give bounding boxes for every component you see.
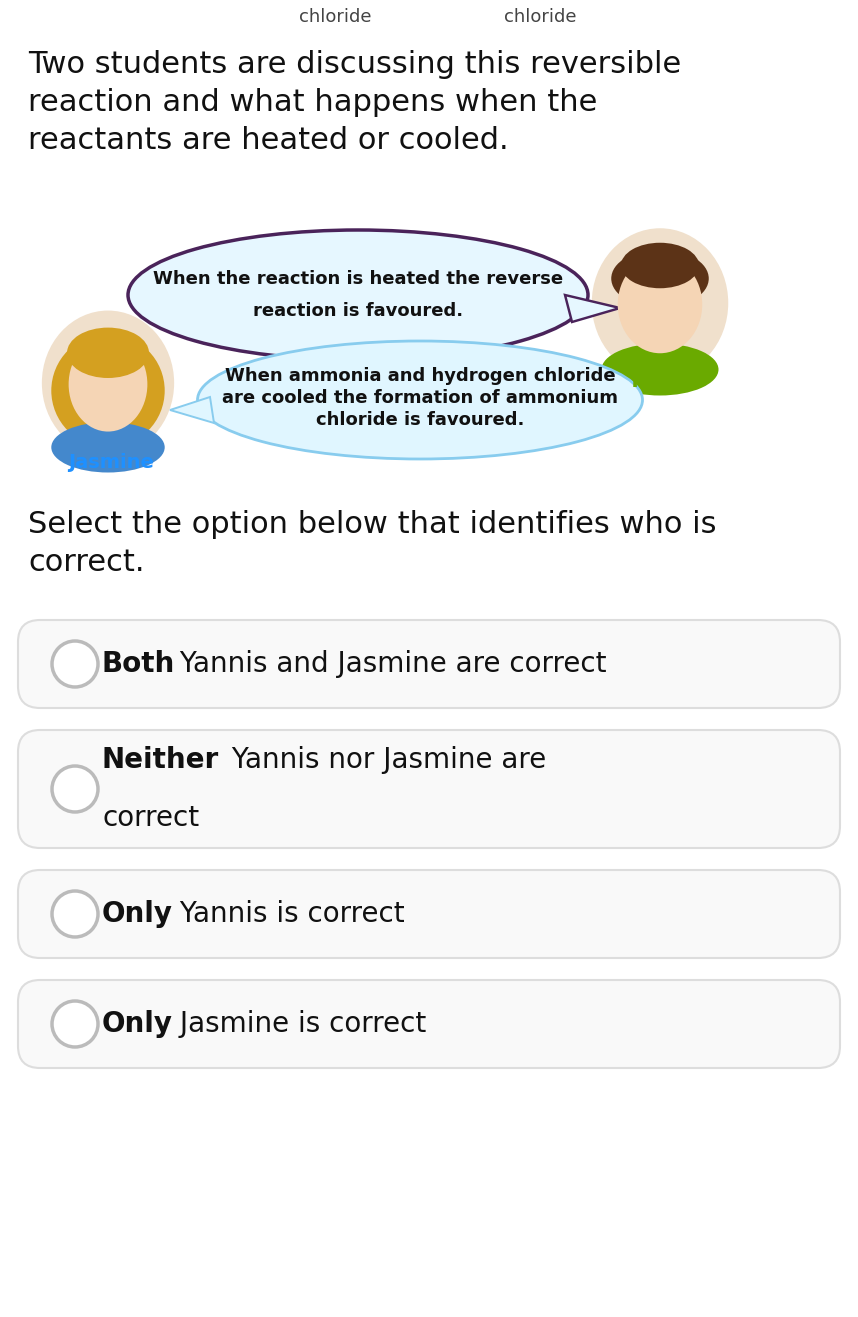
Circle shape [52, 641, 98, 687]
Ellipse shape [67, 328, 149, 378]
FancyBboxPatch shape [18, 980, 840, 1068]
Ellipse shape [42, 311, 174, 456]
Text: chloride: chloride [299, 8, 372, 26]
Text: reactants are heated or cooled.: reactants are heated or cooled. [28, 126, 509, 155]
Circle shape [52, 892, 98, 936]
Polygon shape [565, 295, 620, 321]
Circle shape [52, 766, 98, 813]
Circle shape [52, 1001, 98, 1047]
Ellipse shape [51, 423, 165, 473]
Text: Yannis is correct: Yannis is correct [171, 900, 404, 928]
Text: Yannis nor Jasmine are: Yannis nor Jasmine are [222, 747, 546, 774]
Ellipse shape [128, 230, 588, 360]
Ellipse shape [621, 242, 699, 288]
Text: Both: Both [102, 651, 175, 678]
FancyBboxPatch shape [18, 871, 840, 957]
Text: Neither: Neither [102, 747, 220, 774]
Text: chloride is favoured.: chloride is favoured. [316, 411, 524, 429]
Text: Two students are discussing this reversible: Two students are discussing this reversi… [28, 50, 681, 79]
Ellipse shape [618, 255, 702, 353]
Text: reaction is favoured.: reaction is favoured. [253, 302, 463, 320]
Ellipse shape [592, 228, 728, 378]
Text: Jasmine: Jasmine [68, 453, 154, 471]
Text: Jasmine is correct: Jasmine is correct [171, 1010, 426, 1038]
Text: chloride: chloride [504, 8, 577, 26]
Polygon shape [170, 396, 214, 423]
Ellipse shape [197, 341, 643, 460]
Text: Yannis: Yannis [627, 371, 698, 391]
Text: Select the option below that identifies who is: Select the option below that identifies … [28, 510, 716, 539]
Text: Only: Only [102, 900, 173, 928]
Text: correct.: correct. [28, 548, 144, 577]
Text: reaction and what happens when the: reaction and what happens when the [28, 88, 597, 117]
Ellipse shape [69, 337, 148, 432]
Text: When the reaction is heated the reverse: When the reaction is heated the reverse [153, 270, 563, 288]
Ellipse shape [611, 249, 709, 308]
Text: are cooled the formation of ammonium: are cooled the formation of ammonium [222, 389, 618, 407]
Text: Yannis and Jasmine are correct: Yannis and Jasmine are correct [171, 651, 607, 678]
Ellipse shape [51, 335, 165, 448]
FancyBboxPatch shape [18, 620, 840, 709]
FancyBboxPatch shape [18, 730, 840, 848]
Text: Only: Only [102, 1010, 173, 1038]
Ellipse shape [601, 344, 718, 395]
Text: When ammonia and hydrogen chloride: When ammonia and hydrogen chloride [225, 367, 615, 385]
Text: correct: correct [102, 803, 199, 831]
